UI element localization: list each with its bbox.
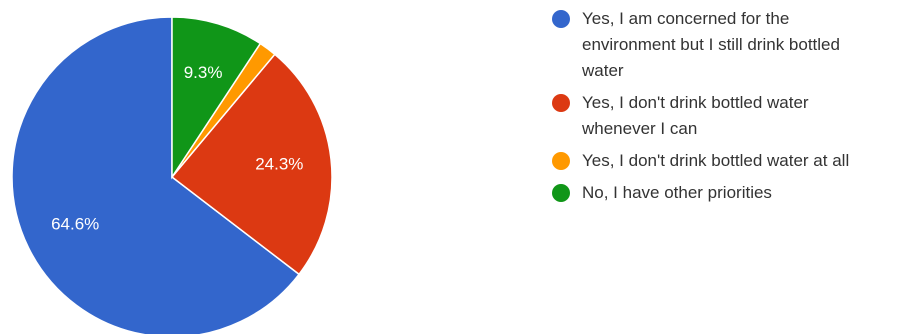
pie-slice-label-1: 64.6% — [51, 214, 99, 233]
legend-label-line: Yes, I don't drink bottled water at all — [582, 151, 850, 170]
legend-item-3[interactable]: Yes, I don't drink bottled water at all — [552, 148, 922, 174]
pie-slice-2[interactable] — [170, 53, 333, 276]
legend-label-line: whenever I can — [582, 119, 698, 138]
legend-label-line: Yes, I am concerned for the — [582, 9, 790, 28]
chart-legend: Yes, I am concerned for the environment b… — [552, 6, 922, 212]
pie-slice-4[interactable] — [171, 16, 262, 180]
legend-swatch-3 — [552, 152, 570, 170]
legend-swatch-2 — [552, 94, 570, 112]
legend-label-line: water — [582, 61, 624, 80]
pie-slice-label-2: 24.3% — [255, 155, 303, 174]
pie-slice-1[interactable] — [11, 16, 301, 334]
legend-label-line: Yes, I don't drink bottled water — [582, 93, 809, 112]
legend-item-4[interactable]: No, I have other priorities — [552, 180, 922, 206]
legend-label-line: No, I have other priorities — [582, 183, 772, 202]
legend-swatch-1 — [552, 10, 570, 28]
legend-item-1[interactable]: Yes, I am concerned for the environment b… — [552, 6, 922, 84]
legend-item-2[interactable]: Yes, I don't drink bottled water whenever… — [552, 90, 922, 142]
legend-label-line: environment but I still drink bottled — [582, 35, 840, 54]
legend-swatch-4 — [552, 184, 570, 202]
pie-slice-label-4: 9.3% — [184, 63, 223, 82]
